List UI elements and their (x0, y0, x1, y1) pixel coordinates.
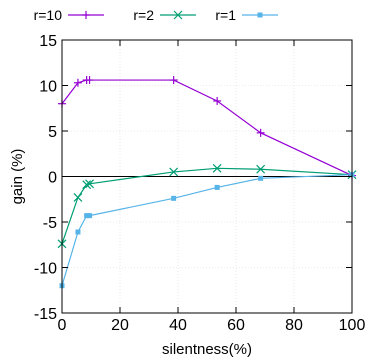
y-tick-label: 15 (39, 33, 57, 50)
legend: r=10 r=2 r=1 (34, 7, 278, 23)
legend-label: r=1 (215, 7, 236, 23)
cross-marker-b (85, 179, 94, 189)
cross-marker-b (256, 164, 266, 174)
legend-item: r=2 (133, 7, 196, 23)
square-marker (75, 229, 81, 235)
x-tick-label: 0 (58, 317, 67, 334)
data-point (84, 213, 90, 219)
legend-swatch-marker (173, 10, 183, 20)
x-tick-label: 40 (169, 317, 187, 334)
legend-item: r=1 (215, 7, 278, 23)
square-marker (214, 184, 220, 190)
data-point (169, 167, 179, 177)
series-r-2 (57, 163, 357, 249)
legend-swatch-marker (257, 12, 263, 18)
x-tick-label: 100 (339, 317, 366, 334)
square-marker (84, 213, 90, 219)
series-line (61, 174, 353, 286)
data-point (73, 193, 83, 202)
data-point (87, 213, 93, 219)
cross-marker-b (169, 167, 179, 177)
square-marker (87, 213, 93, 219)
x-tick-label: 60 (227, 317, 245, 334)
y-tick-label: 0 (48, 170, 57, 187)
data-point (85, 76, 94, 85)
data-point (258, 175, 264, 181)
y-tick-label: -15 (34, 306, 57, 323)
data-point (256, 164, 266, 174)
cross-marker-b (82, 180, 92, 190)
series-r-10 (58, 76, 356, 180)
data-point (212, 163, 222, 173)
data-point (256, 128, 265, 137)
series-group (57, 76, 357, 289)
y-tick-label: 5 (48, 124, 57, 141)
series-line (61, 79, 353, 177)
square-marker (257, 12, 263, 18)
data-point (169, 76, 178, 85)
y-tick-label: -5 (43, 215, 57, 232)
legend-label: r=2 (133, 7, 154, 23)
legend-swatch-marker (82, 11, 90, 19)
y-axis-label: gain (%) (9, 149, 26, 205)
series-r-1 (59, 172, 355, 289)
legend-item: r=10 (34, 7, 104, 23)
y-tick-label: -10 (34, 261, 57, 278)
square-marker (258, 175, 264, 181)
cross-marker-b (73, 193, 83, 202)
data-point (82, 180, 92, 190)
y-tick-label: 10 (39, 79, 57, 96)
cross-marker-b (212, 163, 222, 173)
data-point (214, 184, 220, 190)
data-point (171, 195, 177, 201)
square-marker (171, 195, 177, 201)
data-point (75, 229, 81, 235)
series-line (61, 167, 353, 245)
legend-label: r=10 (34, 7, 63, 23)
ticks: 0 20 40 60 80 100 -15 -10 -5 0 5 10 15 (34, 33, 366, 334)
cross-marker-b (173, 10, 183, 20)
x-axis-label: silentness(%) (162, 341, 252, 357)
data-point (73, 78, 82, 87)
data-point (213, 96, 222, 105)
x-tick-label: 20 (111, 317, 129, 334)
data-point (85, 179, 94, 189)
x-tick-label: 80 (285, 317, 303, 334)
